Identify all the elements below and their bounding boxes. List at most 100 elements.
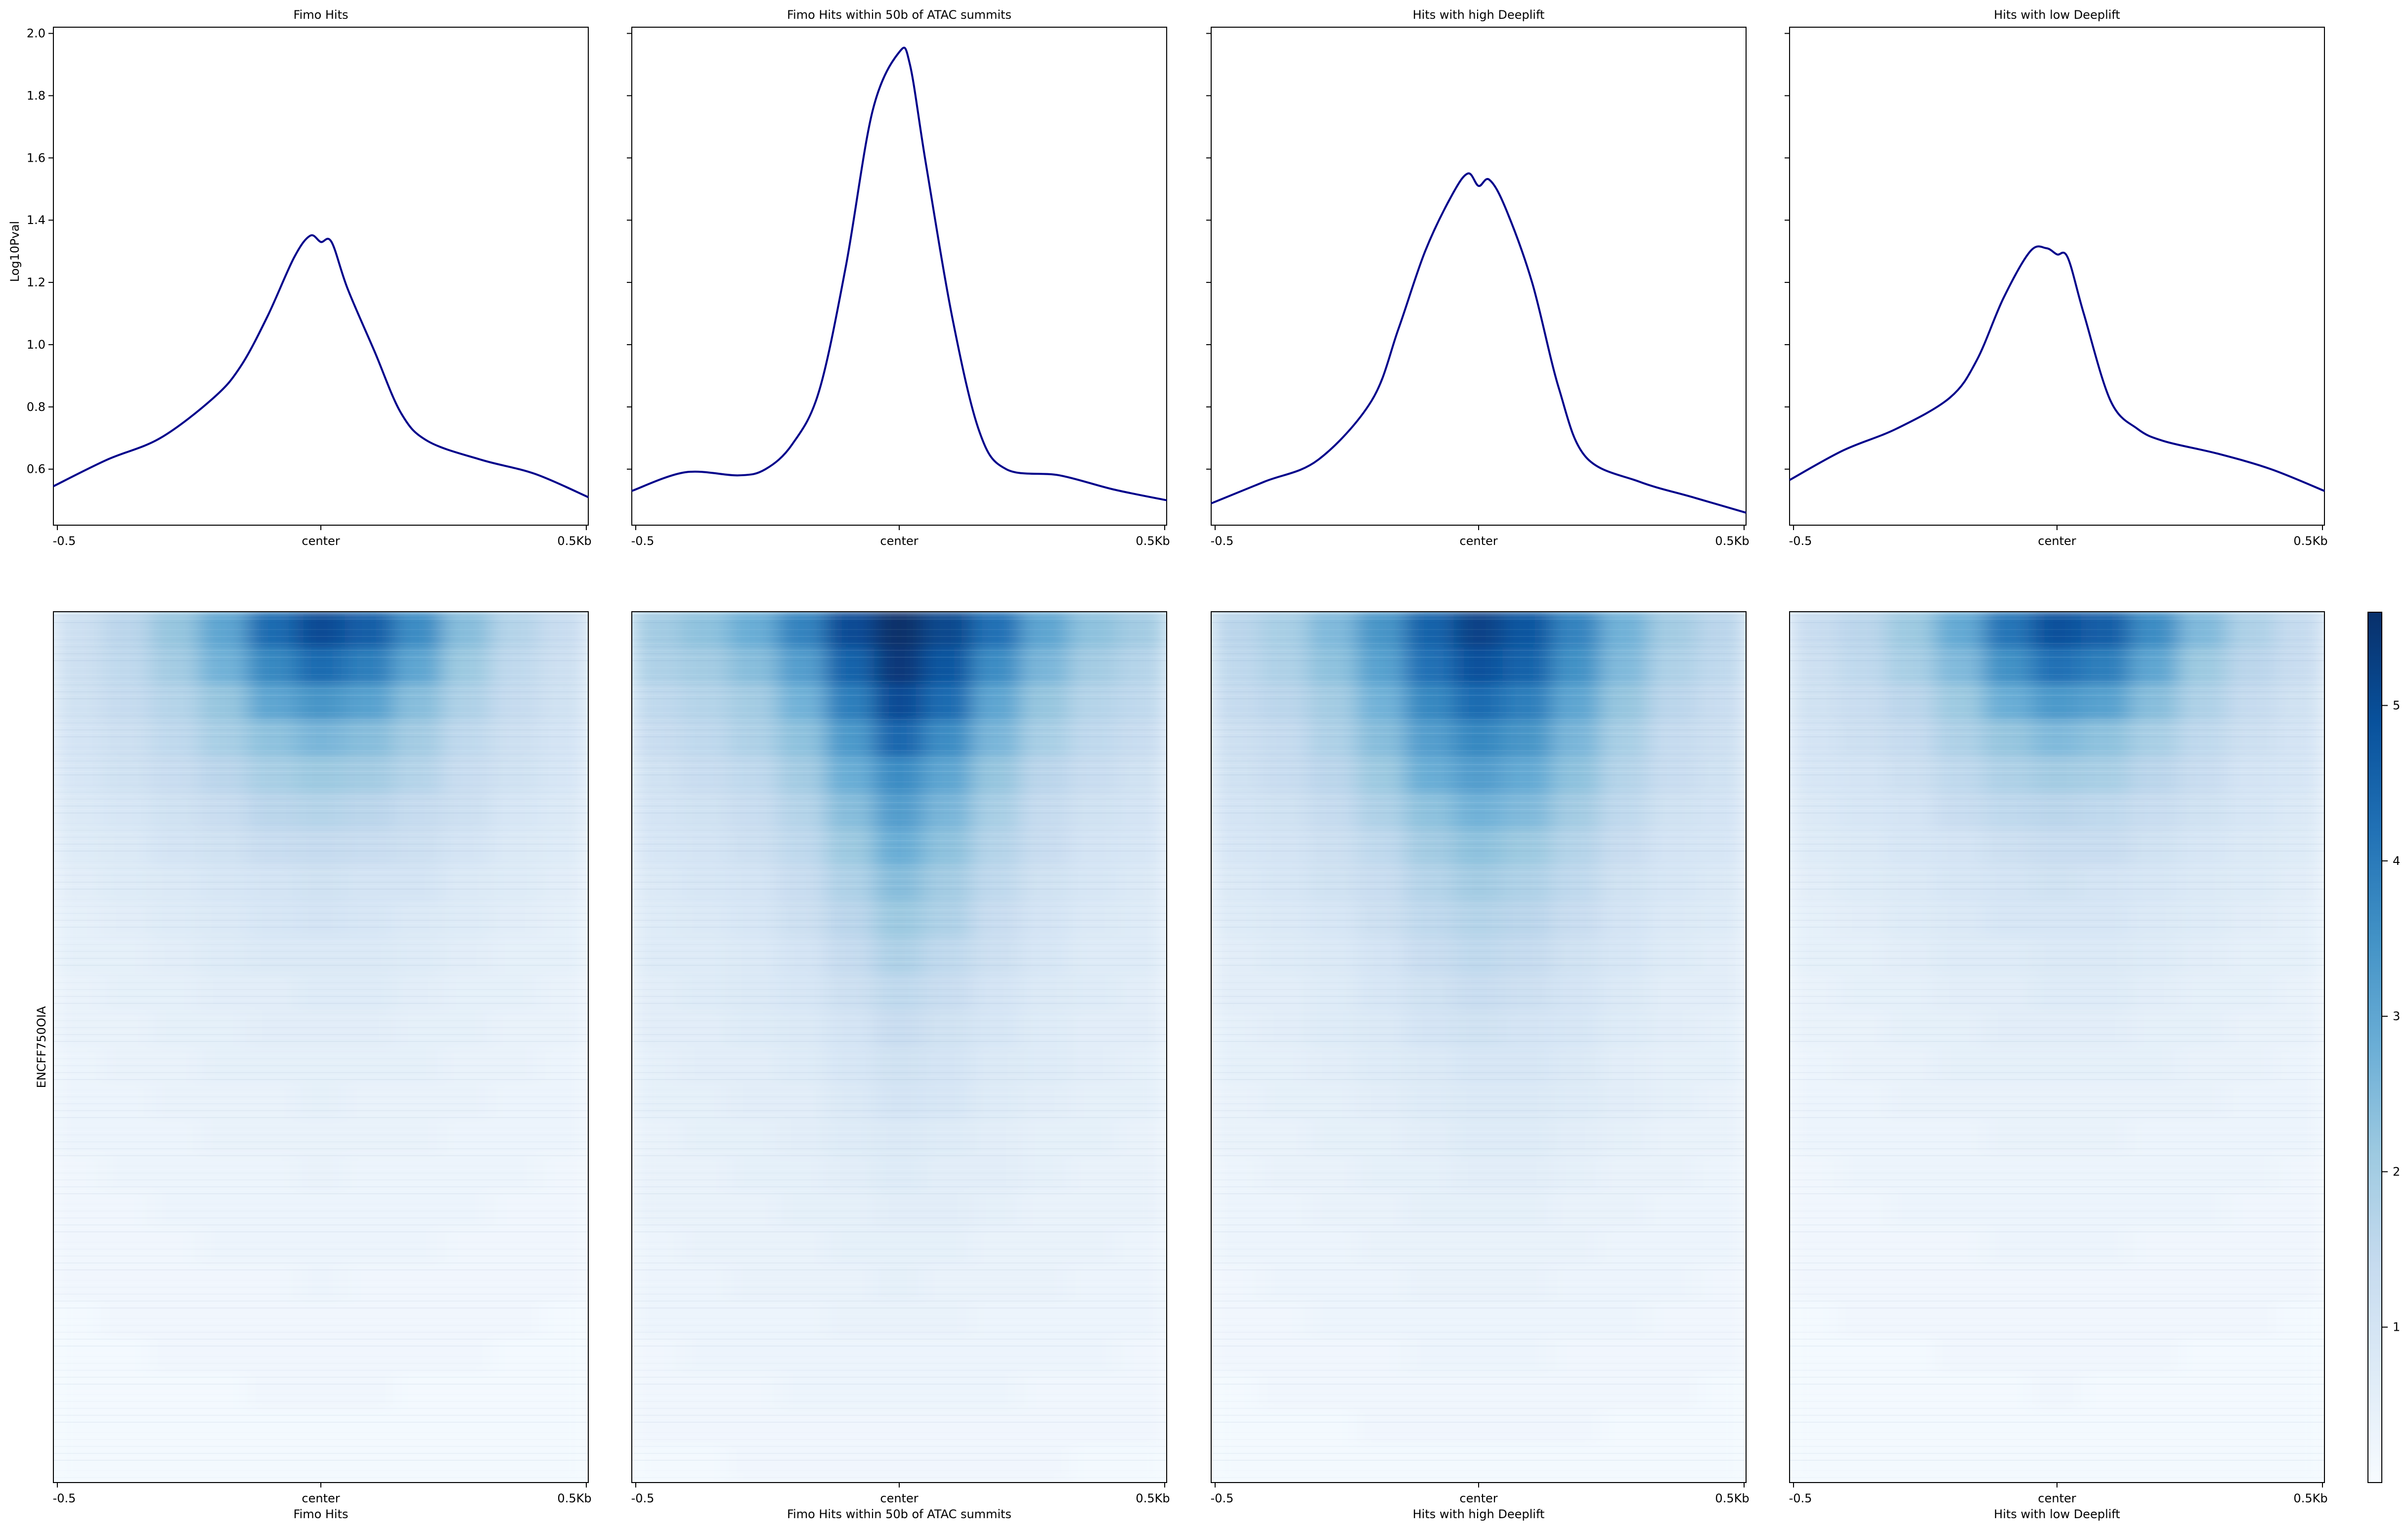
heatmap-cell	[247, 901, 297, 939]
heatmap-streak	[632, 851, 1167, 852]
heatmap-cell	[1357, 1228, 1406, 1265]
heatmap-streak	[632, 1141, 1167, 1142]
heatmap-streak	[1211, 660, 1746, 661]
heatmap-cell	[247, 1155, 297, 1193]
heatmap-cell	[1983, 756, 2033, 794]
heatmap-cell	[2081, 647, 2131, 685]
heatmap-streak	[1790, 709, 2324, 710]
heatmap-cell	[1211, 1301, 1261, 1338]
heatmap-cell	[1886, 1409, 1936, 1447]
heatmap-cell	[199, 1228, 249, 1265]
heatmap-cell	[1502, 938, 1552, 975]
heatmap-cell	[539, 1046, 588, 1084]
heatmap-streak	[632, 941, 1167, 942]
heatmap-cells	[1211, 612, 1746, 1483]
heatmap-streak	[632, 999, 1167, 1000]
heatmap-streak	[1790, 1269, 2324, 1270]
heatmap-streak	[53, 826, 588, 827]
heatmap-streak	[632, 1415, 1167, 1416]
heatmap-streak	[1211, 795, 1746, 796]
heatmap-cell	[1020, 1409, 1070, 1447]
heatmap-streak	[1211, 1013, 1746, 1014]
heatmap-streak	[1790, 1079, 2324, 1080]
heatmap-streak	[1211, 902, 1746, 903]
heatmap-cell	[441, 1301, 492, 1338]
heatmap-cell	[2032, 1082, 2082, 1121]
heatmap-cell	[1502, 1046, 1552, 1084]
heatmap-streak	[1790, 916, 2324, 917]
heatmap-cell	[1453, 1046, 1504, 1084]
heatmap-cell	[150, 1301, 200, 1338]
heatmap-cell	[247, 1046, 297, 1084]
heatmap-cell	[2275, 1228, 2324, 1265]
heatmap-streak	[632, 1124, 1167, 1125]
heatmap-cell	[728, 1445, 779, 1483]
heatmap-streak	[1211, 1190, 1746, 1191]
heatmap-streak	[1211, 1065, 1746, 1066]
heatmap-streak	[1211, 868, 1746, 869]
heatmap-cell	[1838, 683, 1887, 721]
heatmap-cell	[1697, 683, 1746, 721]
heatmap-streak	[53, 1048, 588, 1049]
heatmap-streak	[1790, 677, 2324, 678]
heatmap-streak	[1790, 1346, 2324, 1347]
heatmap-cell	[1453, 756, 1504, 794]
heatmap-cell	[2032, 865, 2082, 902]
heatmap-cell	[1502, 1445, 1552, 1483]
heatmap-cell	[1886, 1155, 1936, 1193]
heatmap-streak	[53, 1211, 588, 1212]
heatmap-cell	[2227, 720, 2277, 758]
heatmap-streak	[53, 1134, 588, 1135]
heatmap-cell	[632, 901, 681, 939]
heatmap-cell	[490, 865, 540, 902]
heatmap-cell	[1069, 829, 1119, 866]
heatmap-streak	[632, 1446, 1167, 1447]
heatmap-cell	[441, 1192, 492, 1229]
heatmap-streak	[1790, 1076, 2324, 1077]
heatmap-cell	[296, 1264, 346, 1302]
heatmap-streak	[1790, 1224, 2324, 1225]
heatmap-cell	[1259, 829, 1309, 866]
heatmap-streak	[1790, 1359, 2324, 1360]
heatmap-streak	[1211, 1297, 1746, 1298]
heatmap-cell	[1211, 720, 1261, 758]
heatmap-streak	[1790, 1314, 2324, 1315]
heatmap-streak	[632, 1436, 1167, 1437]
heatmap-cell	[923, 1046, 973, 1084]
heatmap-streak	[1211, 947, 1746, 948]
heatmap-cell	[1648, 612, 1698, 649]
heatmap-streak	[1211, 1321, 1746, 1322]
heatmap-streak	[632, 830, 1167, 831]
heatmap-streak	[53, 1467, 588, 1468]
heatmap-streak	[53, 1453, 588, 1454]
heatmap-cell	[1453, 612, 1504, 649]
heatmap-streak	[53, 1321, 588, 1322]
heatmap-streak	[632, 1318, 1167, 1319]
heatmap-streak	[632, 747, 1167, 748]
heatmap-cell	[199, 756, 249, 794]
heatmap-streak	[1211, 622, 1746, 623]
heatmap-cell	[539, 1373, 588, 1411]
heatmap-streak	[1790, 771, 2324, 772]
heatmap-cell	[199, 792, 249, 830]
heatmap-cell	[1551, 974, 1601, 1012]
y-tick-label: 2.0	[27, 27, 45, 41]
heatmap-cell	[441, 1010, 492, 1048]
heatmap-cell	[1453, 683, 1504, 721]
heatmap-cell	[199, 1192, 249, 1229]
heatmap-cell	[1020, 1010, 1070, 1048]
heatmap-cell	[2275, 938, 2324, 975]
heatmap-streak	[632, 961, 1167, 962]
heatmap-cell	[874, 1010, 924, 1048]
heatmap-streak	[632, 1114, 1167, 1115]
heatmap-cell	[777, 683, 827, 721]
heatmap-cell	[1453, 1301, 1504, 1338]
heatmap-cell	[680, 865, 730, 902]
heatmap-cell	[393, 756, 443, 794]
heatmap-streak	[1790, 992, 2324, 993]
heatmap-cell	[1405, 1373, 1455, 1411]
heatmap-cell	[296, 1192, 346, 1229]
heatmap-cell	[632, 1301, 681, 1338]
